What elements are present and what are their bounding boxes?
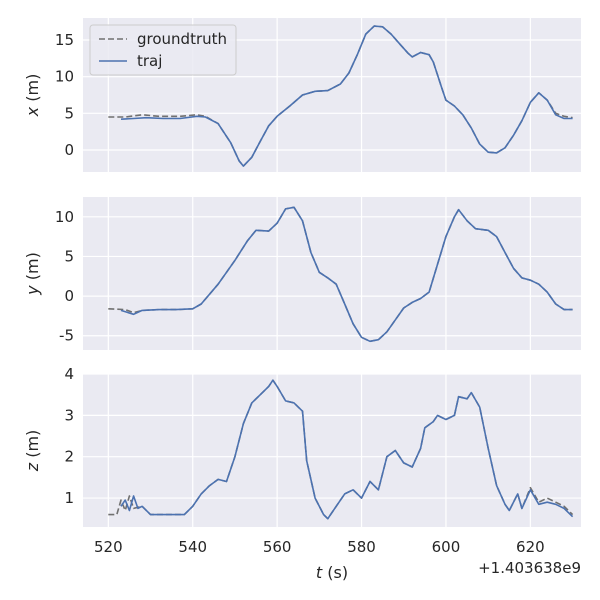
series-line-traj-y	[120, 206, 573, 343]
series-line-traj-x	[120, 25, 573, 167]
y-tick-label: 2	[64, 448, 74, 466]
legend-box	[89, 24, 237, 76]
x-tick-label: 580	[347, 538, 376, 556]
y-tick-label: 5	[64, 104, 74, 122]
y-tick-label: 3	[64, 406, 74, 424]
legend-label-groundtruth: groundtruth	[137, 30, 227, 48]
y-tick-label: 0	[64, 141, 74, 159]
plot-area-z	[83, 374, 581, 527]
legend: groundtruth traj	[89, 24, 237, 76]
x-tick-label: 520	[94, 538, 123, 556]
y-tick-label: -5	[59, 327, 74, 345]
y-axis-label-unit: (m)	[23, 74, 42, 107]
y-axis-label-var: y	[23, 285, 42, 296]
y-axis-label-x: x (m)	[23, 74, 42, 118]
y-axis-label-z: z (m)	[23, 430, 42, 473]
plot-area-y	[83, 197, 581, 350]
y-tick-label: 10	[55, 68, 74, 86]
y-tick-label: 0	[64, 287, 74, 305]
y-axis-label-unit: (m)	[23, 430, 42, 463]
x-axis-label-unit: (s)	[322, 563, 348, 582]
x-axis-label-var: t	[316, 563, 323, 582]
x-tick-label: 560	[263, 538, 292, 556]
panel-z: 1 2 3 4 520 540 560 580 600 620 z (m) t (s)	[23, 365, 581, 582]
x-tick-label: 540	[178, 538, 207, 556]
x-axis-label: t (s)	[316, 563, 348, 582]
series-line-traj-z	[120, 379, 574, 520]
y-axis-label-var: x	[23, 106, 42, 117]
subplot-panels: 0 5 10 15 x (m) groundtruth traj -5 0 5 10 y (m) 1 2 3…	[23, 18, 581, 582]
x-offset-label: +1.403638e9	[478, 559, 581, 577]
y-axis-label-y: y (m)	[23, 252, 42, 296]
x-tick-label: 600	[432, 538, 461, 556]
y-tick-label: 5	[64, 247, 74, 265]
legend-label-traj: traj	[137, 52, 162, 70]
y-axis-label-unit: (m)	[23, 252, 42, 285]
y-tick-label: 15	[55, 31, 74, 49]
panel-y: -5 0 5 10 y (m)	[23, 197, 581, 350]
y-axis-label-var: z	[23, 462, 42, 472]
y-tick-label: 4	[64, 365, 74, 383]
y-tick-label: 10	[55, 208, 74, 226]
x-tick-label: 620	[516, 538, 545, 556]
y-tick-label: 1	[64, 489, 74, 507]
panel-x: 0 5 10 15 x (m) groundtruth traj	[23, 18, 581, 172]
